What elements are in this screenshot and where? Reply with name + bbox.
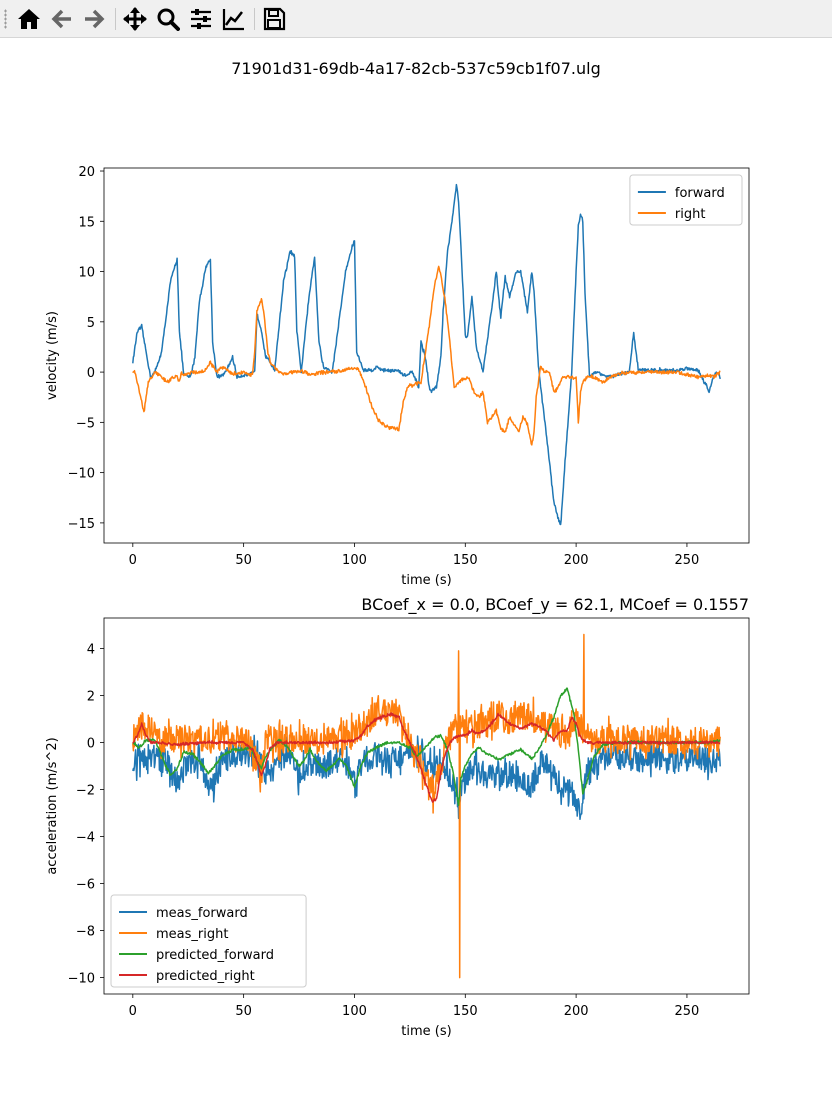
axes-frame xyxy=(103,167,750,544)
y-tick-label: −5 xyxy=(76,416,95,431)
figure-suptitle: 71901d31-69db-4a17-82cb-537c59cb1f07.ulg xyxy=(231,59,600,78)
legend-label-predicted_forward: predicted_forward xyxy=(156,948,274,963)
y-tick-label: 20 xyxy=(78,165,95,180)
customize-icon xyxy=(222,9,244,31)
legend-label-forward: forward xyxy=(675,186,725,201)
series-line-meas_forward xyxy=(132,734,721,821)
y-tick-label: −8 xyxy=(76,925,95,940)
legend-label-right: right xyxy=(675,207,706,222)
x-axis-label: time (s) xyxy=(401,573,451,588)
toolbar-grip[interactable] xyxy=(4,9,7,29)
forward-button[interactable] xyxy=(79,4,109,34)
x-tick-label: 200 xyxy=(564,553,589,568)
save-icon xyxy=(263,7,286,31)
y-tick-label: −10 xyxy=(68,467,95,482)
y-tick-label: 5 xyxy=(87,316,95,331)
axes-title: BCoef_x = 0.0, BCoef_y = 62.1, MCoef = 0… xyxy=(361,595,749,615)
x-tick-label: 150 xyxy=(453,553,478,568)
y-tick-label: 0 xyxy=(87,737,95,752)
zoom-button[interactable] xyxy=(153,4,183,34)
legend-label-predicted_right: predicted_right xyxy=(156,969,255,984)
toolbar-separator xyxy=(115,8,116,30)
series-line-right xyxy=(132,265,721,446)
pan-button[interactable] xyxy=(120,4,150,34)
x-tick-label: 0 xyxy=(129,553,137,568)
back-button[interactable] xyxy=(47,4,77,34)
series-line-predicted_right xyxy=(132,712,721,803)
legend: meas_forward meas_right predicted_forwardp… xyxy=(110,894,307,988)
x-tick-label: 0 xyxy=(129,1004,137,1019)
x-tick-label: 250 xyxy=(675,1004,700,1019)
y-tick-label: 15 xyxy=(78,215,95,230)
subplots-button[interactable] xyxy=(186,4,216,34)
legend-label-meas_forward: meas_forward xyxy=(156,906,248,921)
legend-label-meas_right: meas_right xyxy=(156,927,228,942)
y-tick-label: −10 xyxy=(68,972,95,987)
legend: forward right xyxy=(629,174,743,226)
legend-frame xyxy=(110,894,307,988)
home-button[interactable] xyxy=(14,4,44,34)
y-tick-label: 2 xyxy=(87,690,95,705)
y-tick-label: −15 xyxy=(68,517,95,532)
y-tick-label: −4 xyxy=(76,831,95,846)
subplots-icon xyxy=(191,9,211,29)
x-tick-label: 50 xyxy=(235,553,252,568)
x-tick-label: 50 xyxy=(235,1004,252,1019)
acceleration-plot: 0 50 100 150 200 250 4 2 0 −2 −4 −6 −8 −10 time (s) acc… xyxy=(45,595,750,1039)
x-tick-label: 100 xyxy=(342,1004,367,1019)
pan-icon xyxy=(123,7,147,31)
y-tick-label: 0 xyxy=(87,366,95,381)
y-tick-label: −2 xyxy=(76,784,95,799)
back-icon xyxy=(51,9,71,29)
home-icon xyxy=(18,9,40,29)
zoom-icon xyxy=(157,8,180,31)
y-tick-label: 10 xyxy=(78,266,95,281)
series-line-predicted_forward xyxy=(132,687,721,807)
y-axis-label: acceleration (m/s^2) xyxy=(45,737,60,874)
forward-icon xyxy=(85,9,105,29)
x-tick-label: 100 xyxy=(342,553,367,568)
toolbar-separator xyxy=(254,8,255,30)
save-button[interactable] xyxy=(259,4,289,34)
y-axis-label: velocity (m/s) xyxy=(45,311,60,400)
toolbar xyxy=(0,0,832,38)
figure-canvas: 71901d31-69db-4a17-82cb-537c59cb1f07.ulg… xyxy=(45,59,750,1039)
y-tick-label: 4 xyxy=(87,643,95,658)
series-line-forward xyxy=(132,183,721,526)
axes-frame xyxy=(103,617,750,995)
x-axis-label: time (s) xyxy=(401,1024,451,1039)
y-tick-label: −6 xyxy=(76,878,95,893)
x-tick-label: 250 xyxy=(675,553,700,568)
x-tick-label: 150 xyxy=(453,1004,478,1019)
x-tick-label: 200 xyxy=(564,1004,589,1019)
customize-button[interactable] xyxy=(219,4,249,34)
series-line-meas_right xyxy=(132,633,721,979)
